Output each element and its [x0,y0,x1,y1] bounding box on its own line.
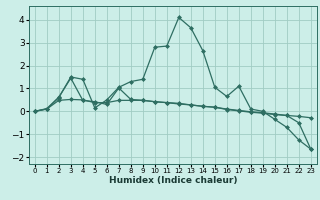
X-axis label: Humidex (Indice chaleur): Humidex (Indice chaleur) [108,176,237,185]
